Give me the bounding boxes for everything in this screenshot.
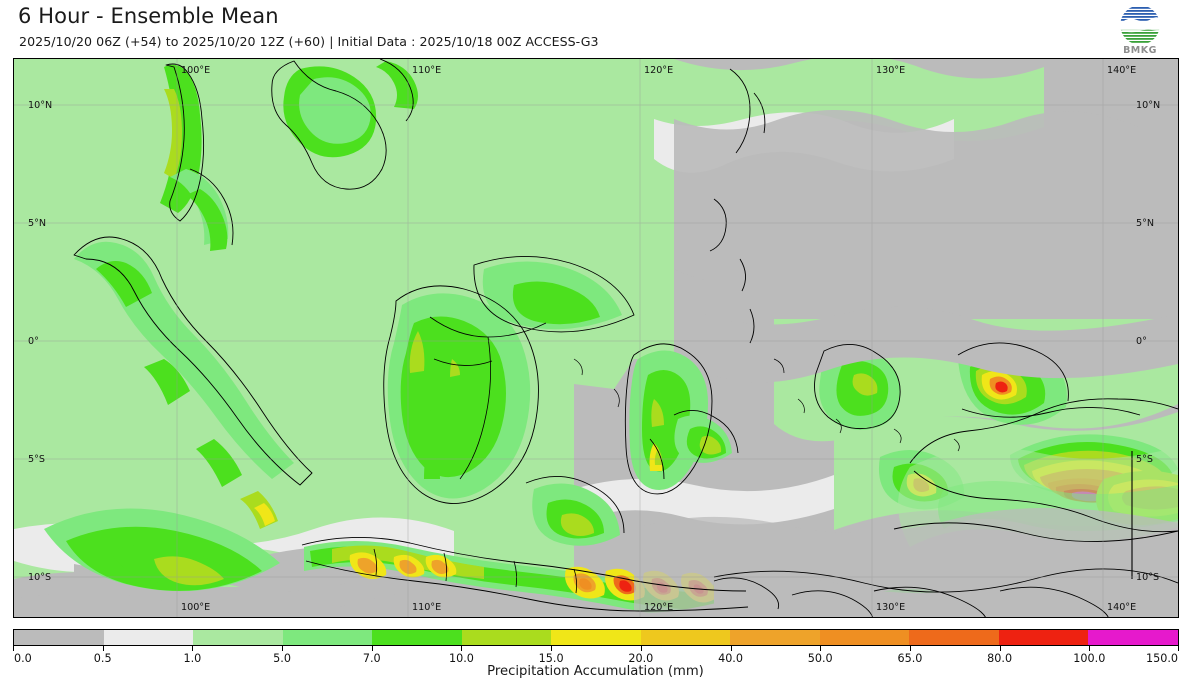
colorbar-tick-label-8: 40.0 <box>718 652 743 665</box>
forecast-period-subtitle: 2025/10/20 06Z (+54) to 2025/10/20 12Z (… <box>19 34 599 49</box>
coastlines <box>73 59 1178 617</box>
precip-borneo <box>387 261 622 546</box>
colorbar-band-7 <box>640 630 731 645</box>
colorbar-band-9 <box>819 630 910 645</box>
dry-areas <box>14 110 1178 617</box>
lat-label-left-10n: 10°N <box>28 100 52 111</box>
graticule-labels: 10°N 5°N 0° 5°S 10°S 10°N 5°N 0° 5°S 10°… <box>28 65 1160 613</box>
colorbar-tick-label-0: 0.0 <box>14 652 32 665</box>
colorbar-band-3 <box>282 630 373 645</box>
header: 6 Hour - Ensemble Mean 2025/10/20 06Z (+… <box>0 0 1191 58</box>
colorbar-tick-mark-8 <box>730 646 732 651</box>
colorbar-tick-mark-13 <box>1178 646 1179 651</box>
lat-label-right-5s: 5°S <box>1136 454 1153 465</box>
lat-label-right-10s: 10°S <box>1136 572 1159 583</box>
colorbar-tick-label-10: 65.0 <box>897 652 923 665</box>
colorbar-tick-mark-0 <box>13 646 14 651</box>
precipitation-map[interactable]: 10°N 5°N 0° 5°S 10°S 10°N 5°N 0° 5°S 10°… <box>13 58 1179 618</box>
colorbar-tick-label-9: 50.0 <box>807 652 833 665</box>
lat-label-left-5n: 5°N <box>28 218 46 229</box>
lon-label-bot-110e: 110°E <box>412 602 441 613</box>
lon-label-top-130e: 130°E <box>876 65 905 76</box>
colorbar-band-2 <box>193 630 283 645</box>
map-canvas: 10°N 5°N 0° 5°S 10°S 10°N 5°N 0° 5°S 10°… <box>14 59 1178 617</box>
colorbar-tick-label-11: 80.0 <box>987 652 1013 665</box>
colorbar-tick-label-3: 5.0 <box>273 652 291 665</box>
colorbar-band-4 <box>372 630 462 645</box>
colorbar-tick-mark-12 <box>1089 646 1091 651</box>
colorbar-band-12 <box>1088 630 1178 645</box>
lon-label-bot-130e: 130°E <box>876 602 905 613</box>
colorbar-tick-label-12: 100.0 <box>1073 652 1106 665</box>
lon-label-top-120e: 120°E <box>644 65 673 76</box>
lat-label-left-10s: 10°S <box>28 572 51 583</box>
colorbar-band-1 <box>103 630 194 645</box>
colorbar-tick-mark-1 <box>102 646 104 651</box>
colorbar-band-8 <box>730 630 820 645</box>
colorbar-tick-mark-3 <box>282 646 284 651</box>
colorbar-tick-label-4: 7.0 <box>362 652 381 665</box>
lon-label-bot-120e: 120°E <box>644 602 673 613</box>
lat-label-left-5s: 5°S <box>28 454 45 465</box>
precip-malay-peninsula <box>160 61 418 251</box>
colorbar-band-10 <box>909 630 999 645</box>
colorbar-title: Precipitation Accumulation (mm) <box>487 664 704 679</box>
colorbar-band-6 <box>551 630 641 645</box>
colorbar-tick-mark-9 <box>820 646 822 651</box>
colorbar-tick-label-13: 150.0 <box>1145 652 1178 665</box>
graticule <box>14 59 1178 617</box>
colorbar-tick-mark-2 <box>192 646 194 651</box>
colorbar-tick-label-6: 15.0 <box>538 652 564 665</box>
lon-label-bot-140e: 140°E <box>1107 602 1136 613</box>
lat-label-left-0: 0° <box>28 336 39 347</box>
lon-label-bot-100e: 100°E <box>181 602 210 613</box>
colorbar-tick-mark-4 <box>371 646 373 651</box>
lon-label-top-100e: 100°E <box>181 65 210 76</box>
lat-label-right-10n: 10°N <box>1136 100 1160 111</box>
colorbar-band-5 <box>461 630 552 645</box>
colorbar-band-0 <box>14 630 104 645</box>
colorbar-tick-mark-10 <box>909 646 911 651</box>
colorbar-tick-mark-7 <box>640 646 642 651</box>
colorbar-band-11 <box>998 630 1089 645</box>
colorbar-tick-mark-6 <box>551 646 553 651</box>
bmkg-logo-icon: BMKG <box>1119 4 1161 55</box>
lat-label-right-0: 0° <box>1136 336 1147 347</box>
colorbar-tick-label-5: 10.0 <box>448 652 474 665</box>
lon-label-top-110e: 110°E <box>412 65 441 76</box>
page-title: 6 Hour - Ensemble Mean <box>18 4 279 28</box>
colorbar-tick-label-1: 0.5 <box>93 652 112 665</box>
colorbar-gradient <box>13 629 1179 646</box>
lon-label-top-140e: 140°E <box>1107 65 1136 76</box>
svg-text:BMKG: BMKG <box>1123 45 1157 55</box>
lat-label-right-5n: 5°N <box>1136 218 1154 229</box>
colorbar <box>13 629 1179 647</box>
colorbar-tick-mark-11 <box>999 646 1001 651</box>
colorbar-tick-label-7: 20.0 <box>628 652 654 665</box>
colorbar-tick-label-2: 1.0 <box>183 652 202 665</box>
colorbar-tick-mark-5 <box>461 646 463 651</box>
colorbar-ticks: 0.0 0.5 1.0 5.0 7.0 10.0 15.0 20.0 40.0 50.0 65.0 8… <box>13 646 1179 665</box>
